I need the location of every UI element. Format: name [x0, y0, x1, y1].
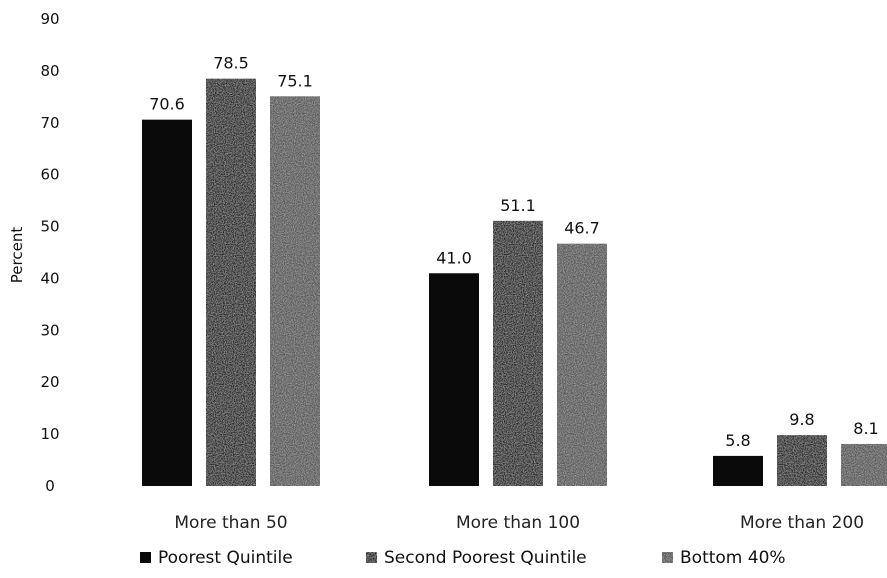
bar-poorest-quintile-2	[429, 273, 479, 486]
legend-swatch	[140, 552, 151, 563]
y-tick-label: 10	[40, 425, 59, 443]
y-tick-label: 70	[40, 114, 59, 132]
legend-label: Poorest Quintile	[158, 548, 293, 568]
data-label: 78.5	[213, 54, 249, 73]
data-label: 8.1	[853, 419, 878, 438]
y-axis: 0 10 20 30 40 50 60 70 80 90	[40, 10, 59, 495]
bar-second-poorest-quintile-3	[777, 435, 827, 486]
y-tick-label: 0	[45, 477, 55, 495]
legend-label: Bottom 40%	[680, 548, 786, 568]
data-label: 75.1	[277, 71, 313, 90]
data-label: 70.6	[149, 95, 185, 114]
category-label: More than 50	[174, 513, 287, 533]
bars	[142, 78, 887, 487]
y-tick-label: 60	[40, 166, 59, 184]
data-label: 9.8	[789, 410, 814, 429]
legend-label: Second Poorest Quintile	[384, 548, 587, 568]
y-axis-title: Percent	[8, 227, 26, 284]
data-label: 5.8	[725, 431, 750, 450]
data-label: 46.7	[564, 219, 600, 238]
bar-bottom-40--1	[270, 96, 320, 486]
bar-second-poorest-quintile-1	[206, 78, 256, 486]
y-tick-label: 30	[40, 321, 59, 339]
y-tick-label: 90	[40, 10, 59, 28]
data-label: 51.1	[500, 196, 536, 215]
data-labels: 70.6 41.0 5.8 78.5 51.1 9.8 75.1 46.7 8.1	[149, 54, 879, 450]
bar-poorest-quintile-3	[713, 455, 763, 486]
bar-second-poorest-quintile-2	[493, 220, 543, 486]
legend: Poorest Quintile Second Poorest Quintile B…	[140, 548, 786, 568]
legend-swatch	[662, 552, 673, 563]
legend-swatch	[366, 552, 377, 563]
category-label: More than 200	[740, 513, 864, 533]
y-tick-label: 40	[40, 269, 59, 287]
y-tick-label: 50	[40, 218, 59, 236]
y-tick-label: 80	[40, 62, 59, 80]
category-label: More than 100	[456, 513, 580, 533]
bar-bottom-40--3	[841, 443, 887, 486]
y-tick-label: 20	[40, 373, 59, 391]
x-axis: More than 50 More than 100 More than 200	[174, 513, 864, 533]
data-label: 41.0	[436, 248, 472, 267]
bar-bottom-40--2	[557, 243, 607, 486]
bar-poorest-quintile-1	[142, 119, 192, 487]
